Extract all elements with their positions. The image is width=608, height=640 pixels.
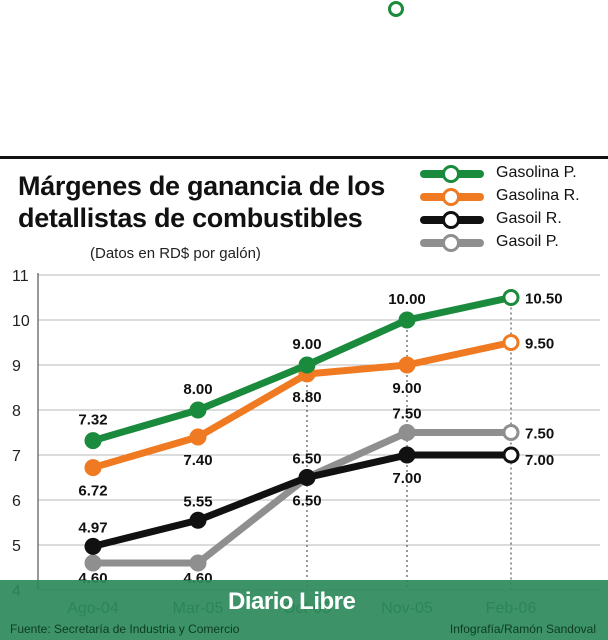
source-note: Fuente: Secretaría de Industria y Comerc… bbox=[10, 622, 240, 636]
chart-title: Márgenes de ganancia de los detallistas … bbox=[18, 170, 385, 234]
data-point bbox=[84, 554, 102, 572]
legend-marker-icon bbox=[442, 234, 460, 252]
legend-marker-icon bbox=[442, 165, 460, 183]
data-point bbox=[398, 356, 416, 374]
data-label: 9.00 bbox=[292, 336, 321, 353]
y-tick-label: 7 bbox=[12, 448, 21, 465]
data-point bbox=[502, 289, 520, 306]
data-label: 6.50 bbox=[292, 451, 321, 468]
legend-label: Gasolina P. bbox=[496, 164, 577, 181]
chart-subtitle: (Datos en RD$ por galón) bbox=[90, 245, 261, 262]
legend-item-gasoil-r: Gasoil R. bbox=[418, 208, 608, 231]
data-label: 10.00 bbox=[388, 291, 426, 308]
data-label: 4.97 bbox=[78, 519, 107, 536]
data-label: 6.72 bbox=[78, 483, 107, 500]
legend: Gasolina P. Gasolina R. Gasoil R. Gasoil… bbox=[418, 162, 608, 254]
data-point bbox=[398, 424, 416, 441]
data-point bbox=[398, 446, 416, 464]
y-tick-label: 6 bbox=[12, 493, 21, 510]
credit-note: Infografía/Ramón Sandoval bbox=[449, 622, 596, 636]
data-label: 10.50 bbox=[525, 291, 563, 308]
data-label: 7.00 bbox=[392, 470, 421, 487]
footer-banner bbox=[0, 580, 608, 640]
data-point bbox=[298, 469, 316, 486]
data-label: 7.50 bbox=[392, 406, 421, 423]
legend-marker-icon bbox=[442, 211, 460, 229]
legend-label: Gasoil R. bbox=[496, 210, 562, 227]
legend-item-gasoil-p: Gasoil P. bbox=[418, 231, 608, 254]
data-point bbox=[502, 334, 520, 351]
data-label: 6.50 bbox=[292, 493, 321, 510]
legend-item-gasolina-r: Gasolina R. bbox=[418, 185, 608, 208]
data-label: 9.00 bbox=[392, 380, 421, 397]
data-point bbox=[84, 537, 102, 555]
legend-marker-icon bbox=[442, 188, 460, 206]
legend-label: Gasolina R. bbox=[496, 187, 580, 204]
data-label: 5.55 bbox=[183, 493, 212, 510]
data-point bbox=[189, 428, 207, 446]
data-point bbox=[502, 424, 520, 441]
data-label: 7.32 bbox=[78, 412, 107, 429]
title-line-1: Márgenes de ganancia de los bbox=[18, 171, 386, 201]
legend-item-gasolina-p: Gasolina P. bbox=[418, 162, 608, 185]
data-label: 7.50 bbox=[525, 426, 554, 443]
y-tick-label: 9 bbox=[12, 358, 21, 375]
data-label: 9.50 bbox=[525, 336, 554, 353]
data-label: 7.00 bbox=[525, 452, 554, 469]
data-point bbox=[298, 356, 316, 374]
title-line-2: detallistas de combustibles bbox=[18, 203, 363, 233]
y-tick-label: 11 bbox=[12, 268, 29, 285]
data-label: 8.80 bbox=[292, 389, 321, 406]
data-point bbox=[502, 446, 520, 464]
legend-label: Gasoil P. bbox=[496, 233, 559, 250]
decorative-dot-icon bbox=[388, 1, 404, 17]
data-label: 7.40 bbox=[183, 452, 212, 469]
y-tick-label: 10 bbox=[12, 313, 30, 330]
data-label: 8.00 bbox=[183, 381, 212, 398]
data-point bbox=[398, 311, 416, 329]
y-tick-label: 5 bbox=[12, 538, 21, 555]
data-point bbox=[189, 511, 207, 529]
y-tick-label: 8 bbox=[12, 403, 21, 420]
header-rule bbox=[0, 156, 608, 159]
data-point bbox=[189, 401, 207, 419]
data-point bbox=[189, 554, 207, 572]
data-point bbox=[84, 432, 102, 450]
brand-logo: Diario Libre bbox=[228, 588, 356, 615]
data-point bbox=[84, 459, 102, 477]
